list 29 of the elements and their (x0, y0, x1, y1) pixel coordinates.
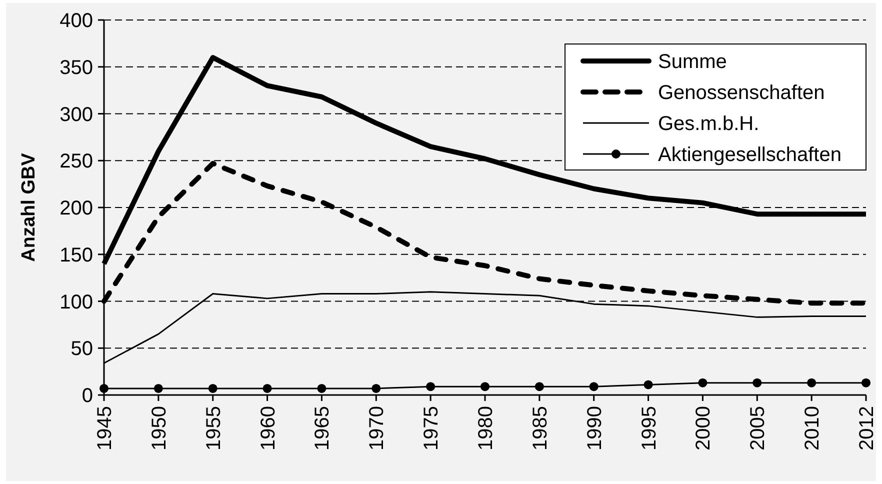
x-tick-label: 1980 (475, 406, 497, 450)
y-tick-label: 400 (60, 10, 93, 32)
x-tick-label: 2000 (692, 406, 715, 450)
x-tick-label: 1975 (420, 406, 443, 450)
x-tick-label: 1955 (202, 406, 225, 450)
x-tick-label: 1995 (638, 406, 660, 450)
legend-label: Ges.m.b.H. (658, 113, 760, 135)
y-tick-label: 150 (60, 244, 93, 266)
x-tick-label: 1970 (366, 406, 388, 450)
y-tick-label: 100 (60, 291, 93, 314)
legend-label: Genossenschaften (658, 82, 825, 104)
y-tick-label: 300 (60, 104, 93, 126)
x-tick-label: 1965 (312, 406, 334, 450)
legend-label: Aktiengesellschaften (658, 144, 842, 166)
x-tick-label: 1945 (94, 406, 116, 450)
y-axis-title: Anzahl GBV (18, 152, 40, 262)
y-tick-label: 350 (60, 56, 93, 79)
y-tick-label: 50 (70, 338, 93, 360)
x-tick-label: 1985 (529, 406, 552, 450)
x-tick-label: 1990 (584, 406, 606, 450)
x-tick-label: 2005 (747, 406, 770, 450)
x-tick-label: 1950 (148, 406, 170, 450)
x-tick-label: 1960 (257, 406, 280, 450)
x-tick-label: 2012 (856, 406, 878, 450)
y-tick-label: 250 (60, 150, 93, 173)
x-tick-label: 2010 (802, 406, 824, 450)
legend-label: Summe (658, 51, 727, 73)
y-tick-label: 200 (60, 198, 93, 220)
y-tick-label: 0 (82, 385, 93, 407)
